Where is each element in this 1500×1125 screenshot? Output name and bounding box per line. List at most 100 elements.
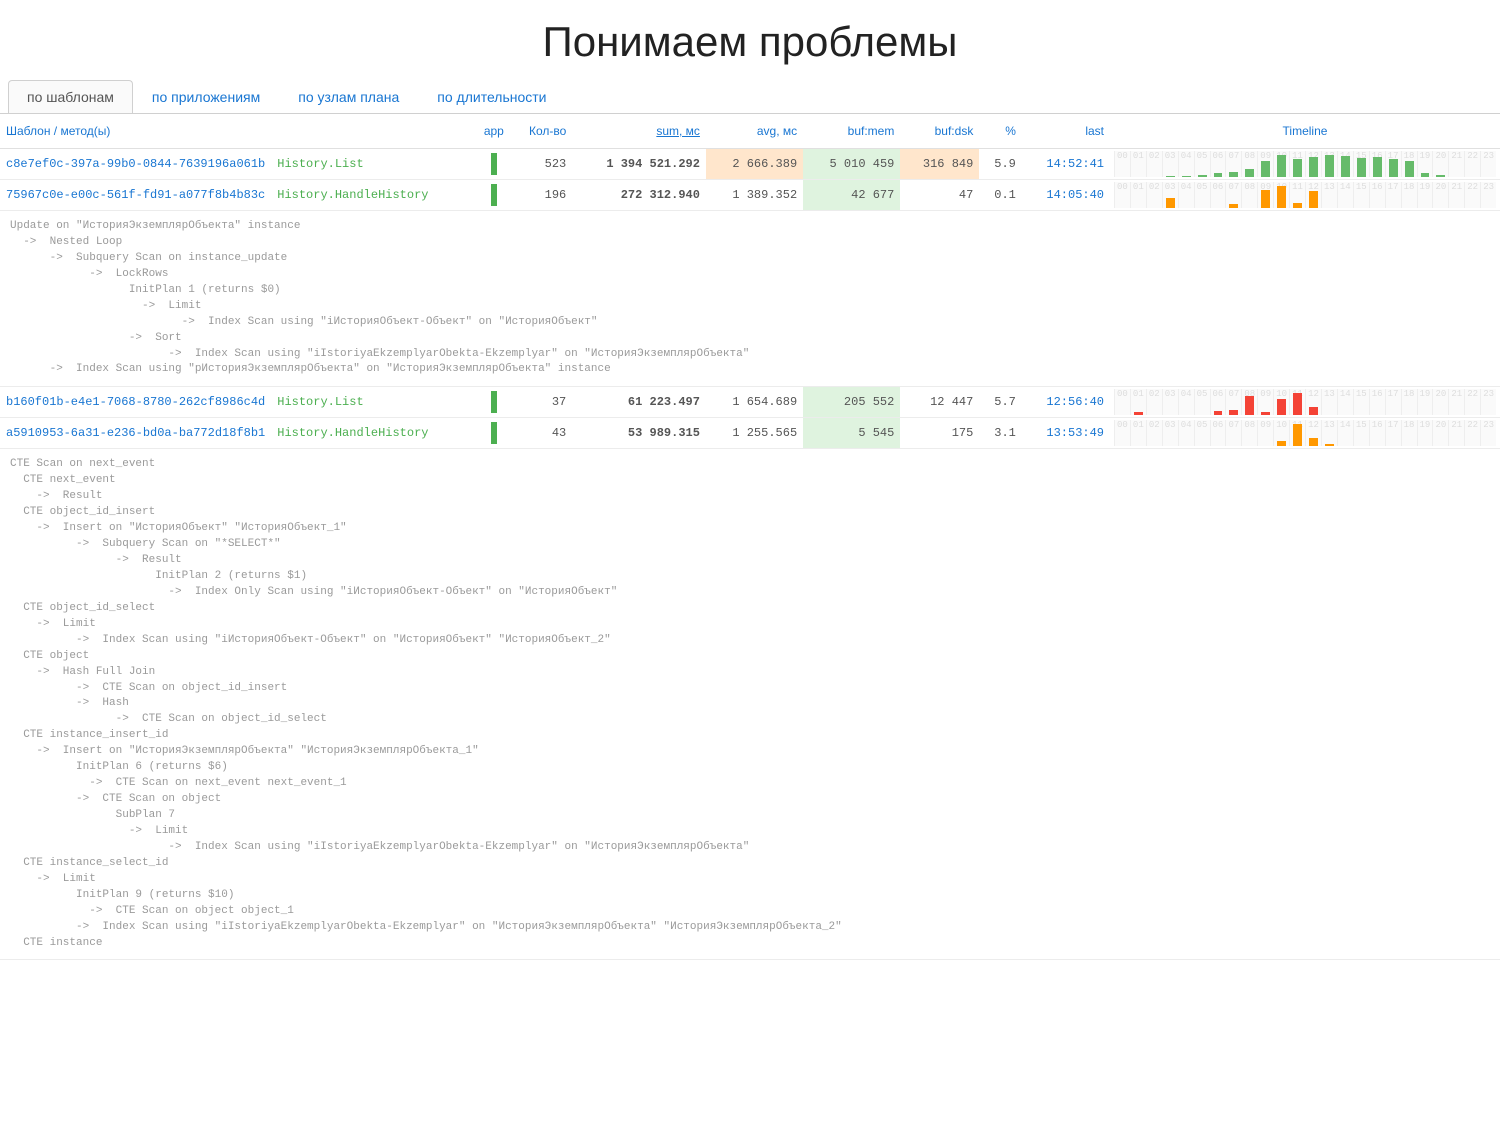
cell-sum: 272 312.940: [572, 180, 706, 211]
cell-method[interactable]: History.HandleHistory: [271, 418, 478, 449]
cell-timeline: 0001020304050607080910111213141516171819…: [1110, 180, 1500, 211]
cell-last: 14:52:41: [1022, 149, 1110, 180]
hdr-pct[interactable]: %: [979, 114, 1022, 149]
hdr-sum[interactable]: sum, мс: [572, 114, 706, 149]
hdr-last[interactable]: last: [1022, 114, 1110, 149]
cell-bufdsk: 47: [900, 180, 979, 211]
app-indicator: [491, 391, 497, 413]
tl-hour-18: 18: [1401, 182, 1417, 208]
cell-bufmem: 205 552: [803, 387, 900, 418]
cell-method[interactable]: History.HandleHistory: [271, 180, 478, 211]
tl-hour-05: 05: [1194, 420, 1210, 446]
tl-hour-12: 12: [1305, 420, 1321, 446]
cell-avg: 2 666.389: [706, 149, 803, 180]
tl-hour-19: 19: [1417, 420, 1433, 446]
tl-hour-05: 05: [1194, 389, 1210, 415]
table-row[interactable]: a5910953-6a31-e236-bd0a-ba772d18f8b1 His…: [0, 418, 1500, 449]
tab-3[interactable]: по длительности: [418, 80, 565, 113]
tl-hour-19: 19: [1417, 182, 1433, 208]
cell-timeline: 0001020304050607080910111213141516171819…: [1110, 387, 1500, 418]
hdr-bufmem[interactable]: buf:mem: [803, 114, 900, 149]
tl-hour-07: 07: [1225, 389, 1241, 415]
hdr-kol[interactable]: Кол-во: [510, 114, 572, 149]
tl-hour-20: 20: [1432, 420, 1448, 446]
tl-hour-07: 07: [1225, 182, 1241, 208]
tl-hour-23: 23: [1480, 389, 1496, 415]
tl-hour-06: 06: [1210, 420, 1226, 446]
tl-hour-03: 03: [1162, 151, 1178, 177]
cell-timeline: 0001020304050607080910111213141516171819…: [1110, 149, 1500, 180]
tl-hour-12: 12: [1305, 182, 1321, 208]
tl-hour-12: 12: [1305, 389, 1321, 415]
tl-hour-20: 20: [1432, 389, 1448, 415]
app-indicator: [491, 422, 497, 444]
tl-hour-18: 18: [1401, 389, 1417, 415]
tl-hour-17: 17: [1385, 182, 1401, 208]
tl-hour-09: 09: [1257, 420, 1273, 446]
tab-1[interactable]: по приложениям: [133, 80, 279, 113]
tab-2[interactable]: по узлам плана: [279, 80, 418, 113]
tl-hour-16: 16: [1369, 182, 1385, 208]
cell-sum: 1 394 521.292: [572, 149, 706, 180]
tl-hour-03: 03: [1162, 389, 1178, 415]
tl-hour-18: 18: [1401, 151, 1417, 177]
cell-hash[interactable]: 75967c0e-e00c-561f-fd91-a077f8b4b83c: [0, 180, 271, 211]
tl-hour-22: 22: [1464, 151, 1480, 177]
tl-hour-07: 07: [1225, 151, 1241, 177]
tl-hour-19: 19: [1417, 389, 1433, 415]
table-row[interactable]: 75967c0e-e00c-561f-fd91-a077f8b4b83c His…: [0, 180, 1500, 211]
hdr-template[interactable]: Шаблон / метод(ы): [0, 114, 478, 149]
hdr-bufdsk[interactable]: buf:dsk: [900, 114, 979, 149]
hdr-avg[interactable]: avg, мс: [706, 114, 803, 149]
tl-hour-11: 11: [1289, 420, 1305, 446]
slide-title: Понимаем проблемы: [0, 0, 1500, 80]
tl-hour-21: 21: [1448, 151, 1464, 177]
table-row[interactable]: b160f01b-e4e1-7068-8780-262cf8986c4d His…: [0, 387, 1500, 418]
hdr-timeline[interactable]: Timeline: [1110, 114, 1500, 149]
tl-hour-10: 10: [1273, 151, 1289, 177]
tl-hour-04: 04: [1178, 420, 1194, 446]
cell-app: [478, 387, 510, 418]
tl-hour-15: 15: [1353, 151, 1369, 177]
app-indicator: [491, 153, 497, 175]
cell-app: [478, 418, 510, 449]
tl-hour-08: 08: [1241, 151, 1257, 177]
tab-0[interactable]: по шаблонам: [8, 80, 133, 113]
cell-method[interactable]: History.List: [271, 149, 478, 180]
cell-pct: 3.1: [979, 418, 1022, 449]
query-plan: CTE Scan on next_event CTE next_event ->…: [0, 449, 1500, 960]
tl-hour-15: 15: [1353, 389, 1369, 415]
tl-hour-18: 18: [1401, 420, 1417, 446]
tl-hour-03: 03: [1162, 420, 1178, 446]
table-row[interactable]: c8e7ef0c-397a-99b0-0844-7639196a061b His…: [0, 149, 1500, 180]
cell-kol: 37: [510, 387, 572, 418]
tl-hour-10: 10: [1273, 389, 1289, 415]
table-header-row: Шаблон / метод(ы) app Кол-во sum, мс avg…: [0, 114, 1500, 149]
cell-sum: 53 989.315: [572, 418, 706, 449]
cell-hash[interactable]: c8e7ef0c-397a-99b0-0844-7639196a061b: [0, 149, 271, 180]
tl-hour-13: 13: [1321, 420, 1337, 446]
tl-hour-15: 15: [1353, 420, 1369, 446]
tl-hour-17: 17: [1385, 151, 1401, 177]
app-indicator: [491, 184, 497, 206]
cell-pct: 5.9: [979, 149, 1022, 180]
cell-app: [478, 180, 510, 211]
cell-hash[interactable]: b160f01b-e4e1-7068-8780-262cf8986c4d: [0, 387, 271, 418]
tl-hour-21: 21: [1448, 182, 1464, 208]
tl-hour-00: 00: [1114, 389, 1130, 415]
tl-hour-21: 21: [1448, 389, 1464, 415]
tl-hour-23: 23: [1480, 182, 1496, 208]
tl-hour-06: 06: [1210, 182, 1226, 208]
cell-hash[interactable]: a5910953-6a31-e236-bd0a-ba772d18f8b1: [0, 418, 271, 449]
cell-app: [478, 149, 510, 180]
hdr-app[interactable]: app: [478, 114, 510, 149]
cell-method[interactable]: History.List: [271, 387, 478, 418]
tl-hour-00: 00: [1114, 420, 1130, 446]
cell-timeline: 0001020304050607080910111213141516171819…: [1110, 418, 1500, 449]
tl-hour-02: 02: [1146, 420, 1162, 446]
tl-hour-14: 14: [1337, 151, 1353, 177]
tl-hour-11: 11: [1289, 389, 1305, 415]
tl-hour-16: 16: [1369, 151, 1385, 177]
cell-avg: 1 389.352: [706, 180, 803, 211]
tl-hour-19: 19: [1417, 151, 1433, 177]
